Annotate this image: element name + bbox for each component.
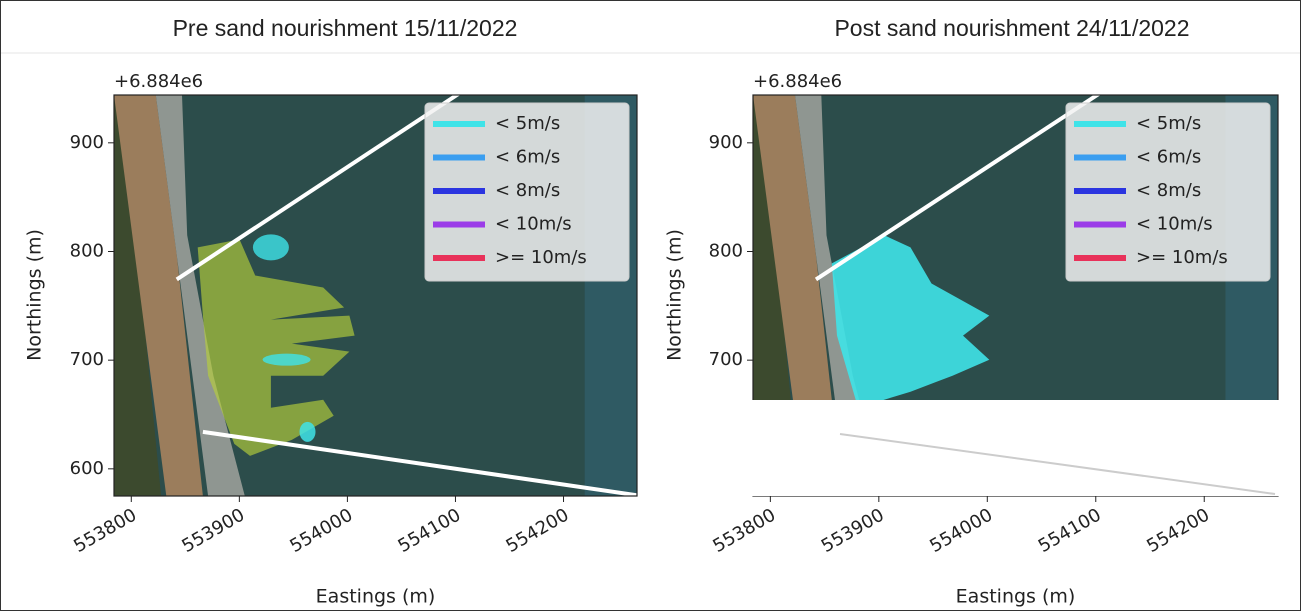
legend-label: >= 10m/s	[495, 247, 587, 268]
legend-label: < 8m/s	[1136, 180, 1201, 201]
legend-label: >= 10m/s	[1136, 247, 1228, 268]
x-axis-label: Eastings (m)	[956, 586, 1076, 608]
legend-label: < 5m/s	[495, 113, 560, 134]
tracks	[300, 422, 316, 442]
y-tick-label: 600	[70, 458, 104, 479]
y-tick-label: 900	[70, 132, 104, 153]
legend-label: < 6m/s	[1136, 147, 1201, 168]
legend-label: < 10m/s	[1136, 214, 1213, 235]
offset-label: +6.884e6	[114, 71, 203, 92]
y-tick-label: 800	[709, 240, 743, 261]
legend-label: < 6m/s	[495, 147, 560, 168]
chart-title: Post sand nourishment 24/11/2022	[834, 15, 1189, 41]
offset-label: +6.884e6	[753, 71, 842, 92]
figure: Pre sand nourishment 15/11/2022 600 700 800…	[0, 0, 1302, 612]
y-axis-label: Northings (m)	[664, 229, 686, 361]
y-tick-label: 900	[709, 132, 743, 153]
legend-label: < 10m/s	[495, 214, 572, 235]
tracks	[253, 234, 289, 260]
legend-label: < 5m/s	[1136, 113, 1201, 134]
tracks	[263, 354, 311, 366]
legend-label: < 8m/s	[495, 180, 560, 201]
y-tick-label: 700	[70, 349, 104, 370]
page: {"chart_data": [ {"type": "map", "title"…	[0, 0, 1302, 612]
y-axis-label: Northings (m)	[24, 229, 46, 361]
chart-title: Pre sand nourishment 15/11/2022	[173, 15, 518, 41]
y-tick-label: 700	[709, 349, 743, 370]
x-axis-label: Eastings (m)	[316, 586, 436, 608]
y-tick-label: 800	[70, 240, 104, 261]
